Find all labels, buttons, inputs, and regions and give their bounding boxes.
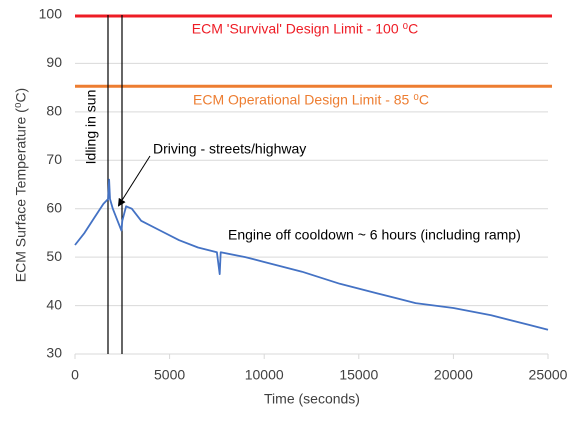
- annotation: Idling in sun: [83, 90, 99, 165]
- x-tick-label: 20000: [434, 367, 473, 383]
- x-tick-label: 10000: [245, 367, 284, 383]
- y-tick-label: 90: [46, 54, 62, 70]
- y-tick-label: 60: [46, 199, 62, 215]
- x-tick-label: 15000: [339, 367, 378, 383]
- y-tick-label: 100: [39, 6, 63, 22]
- y-tick-label: 50: [46, 248, 62, 264]
- temperature-line: [74, 178, 549, 331]
- y-tick-label: 30: [46, 345, 62, 361]
- x-tick-label: 5000: [154, 367, 185, 383]
- y-tick-label: 80: [46, 103, 62, 119]
- annotation: Engine off cooldown ~ 6 hours (including…: [228, 227, 521, 243]
- annotation: Driving - streets/highway: [153, 141, 306, 157]
- limit-label: ECM Operational Design Limit - 85 ⁰C: [193, 92, 429, 108]
- x-axis-title: Time (seconds): [264, 391, 360, 407]
- x-tick-label: 25000: [529, 367, 568, 383]
- x-tick-label: 0: [71, 367, 79, 383]
- y-tick-label: 40: [46, 296, 62, 312]
- y-tick-label: 70: [46, 151, 62, 167]
- limit-label: ECM 'Survival' Design Limit - 100 ⁰C: [192, 21, 418, 37]
- y-axis-title: ECM Surface Temperature (⁰C): [13, 88, 29, 282]
- annotation-arrow: [117, 155, 151, 207]
